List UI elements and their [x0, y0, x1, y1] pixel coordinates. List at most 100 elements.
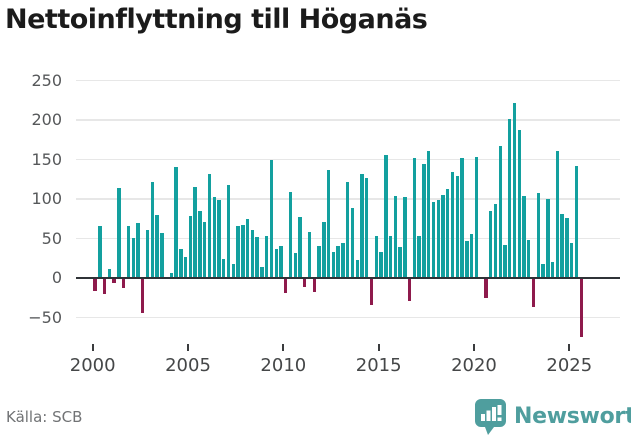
bar-2009-q1 — [264, 235, 269, 277]
y-axis-label--50: −50 — [28, 307, 62, 327]
newsworthy-logo-text: Newsworthy — [514, 404, 631, 429]
bar-2020-q1 — [474, 156, 479, 277]
y-axis-label-200: 200 — [31, 110, 62, 129]
bar-2002-q3 — [141, 279, 145, 314]
bar-2018-q1 — [436, 200, 440, 277]
newsworthy-logo-icon — [474, 398, 507, 435]
bar-2005-q2 — [193, 186, 197, 277]
bar-2024-q2 — [555, 150, 560, 277]
bar-2016-q3 — [407, 279, 412, 301]
bar-2016-q4 — [412, 157, 417, 277]
bar-2023-q4 — [546, 198, 550, 277]
bar-2020-q4 — [488, 211, 493, 277]
bar-2006-q3 — [217, 199, 221, 277]
bar-2017-q3 — [427, 151, 431, 277]
chart-title: Nettoinflyttning till Höganäs — [5, 4, 428, 35]
bar-2002-q4 — [145, 229, 150, 277]
bar-2004-q1 — [169, 273, 174, 277]
bar-2006-q1 — [207, 173, 212, 277]
bar-2001-q4 — [126, 225, 131, 277]
bar-2003-q1 — [150, 182, 154, 277]
bar-2019-q2 — [460, 157, 464, 277]
bar-2010-q1 — [284, 279, 288, 293]
bar-2010-q4 — [298, 216, 302, 277]
x-axis-label-2020: 2020 — [451, 355, 497, 376]
bar-2009-q3 — [274, 249, 278, 277]
x-axis-label-2000: 2000 — [69, 355, 116, 376]
bar-2013-q1 — [341, 243, 345, 277]
y-axis-label-50: 50 — [41, 228, 62, 248]
bar-2001-q3 — [121, 279, 126, 289]
bar-2008-q1 — [245, 218, 250, 277]
bar-2017-q4 — [431, 201, 436, 277]
bar-2007-q2 — [231, 263, 235, 277]
gridline-250 — [76, 79, 620, 82]
newsworthy-branding: Newsworthy — [474, 398, 631, 435]
bar-2013-q3 — [350, 208, 355, 277]
bar-2019-q3 — [465, 240, 469, 277]
y-axis-label-100: 100 — [31, 189, 62, 208]
bar-2007-q4 — [241, 224, 245, 277]
x-axis-tick-2000 — [91, 344, 94, 351]
bar-2022-q4 — [527, 239, 531, 277]
bar-2024-q4 — [565, 217, 569, 277]
bar-2019-q4 — [469, 234, 474, 277]
bar-2022-q2 — [517, 130, 521, 277]
bar-2000-q1 — [93, 279, 97, 292]
x-axis-label-2015: 2015 — [355, 355, 402, 376]
bar-2008-q2 — [250, 230, 255, 277]
bar-2014-q2 — [365, 178, 369, 277]
bar-2012-q4 — [336, 246, 340, 277]
bar-2021-q3 — [503, 245, 507, 277]
y-axis-label-250: 250 — [31, 70, 62, 90]
bar-2014-q4 — [374, 235, 378, 277]
x-axis-label-2025: 2025 — [546, 355, 593, 376]
bar-2015-q1 — [379, 251, 383, 277]
bar-2025-q3 — [579, 279, 583, 338]
bar-2014-q3 — [369, 279, 374, 305]
gridline-200 — [76, 119, 620, 121]
x-axis-tick-2010 — [282, 344, 285, 351]
bar-2016-q2 — [403, 197, 407, 277]
bar-2011-q3 — [312, 279, 317, 293]
x-axis-tick-2025 — [568, 344, 571, 351]
bar-2025-q1 — [570, 243, 574, 277]
bar-2019-q1 — [455, 175, 459, 277]
bar-2006-q2 — [212, 197, 216, 277]
y-axis-label-0: 0 — [51, 268, 62, 287]
bar-2001-q2 — [117, 187, 121, 277]
bar-2020-q3 — [484, 279, 488, 299]
bar-2016-q1 — [398, 246, 402, 277]
bar-2012-q1 — [322, 221, 326, 277]
bar-2008-q3 — [255, 236, 259, 277]
bar-2002-q2 — [136, 223, 140, 277]
x-axis-label-2005: 2005 — [165, 355, 211, 376]
bar-2003-q2 — [155, 214, 159, 277]
bar-2021-q1 — [493, 203, 498, 277]
bar-2012-q2 — [326, 169, 331, 277]
bar-2005-q3 — [198, 211, 202, 277]
bar-2004-q3 — [179, 248, 183, 277]
bar-2015-q3 — [388, 235, 393, 277]
bar-2023-q3 — [541, 264, 545, 277]
bar-2021-q4 — [508, 119, 512, 277]
bar-2018-q4 — [450, 171, 455, 277]
y-axis-label-150: 150 — [31, 149, 62, 169]
bar-2013-q4 — [355, 260, 359, 277]
bar-2015-q4 — [393, 196, 398, 277]
bar-2004-q2 — [174, 167, 178, 277]
bar-2013-q2 — [345, 182, 350, 277]
bar-2022-q3 — [522, 195, 526, 277]
bar-2017-q1 — [417, 235, 421, 277]
bar-2015-q2 — [384, 154, 388, 277]
bar-2017-q2 — [422, 164, 426, 277]
bar-2022-q1 — [512, 103, 517, 277]
zero-line — [76, 276, 620, 280]
bar-2024-q3 — [560, 213, 564, 277]
bar-2014-q1 — [360, 173, 364, 277]
bar-2007-q1 — [226, 184, 231, 277]
bar-2021-q2 — [498, 145, 502, 277]
bar-2004-q4 — [183, 257, 188, 277]
bar-2005-q4 — [203, 221, 207, 277]
